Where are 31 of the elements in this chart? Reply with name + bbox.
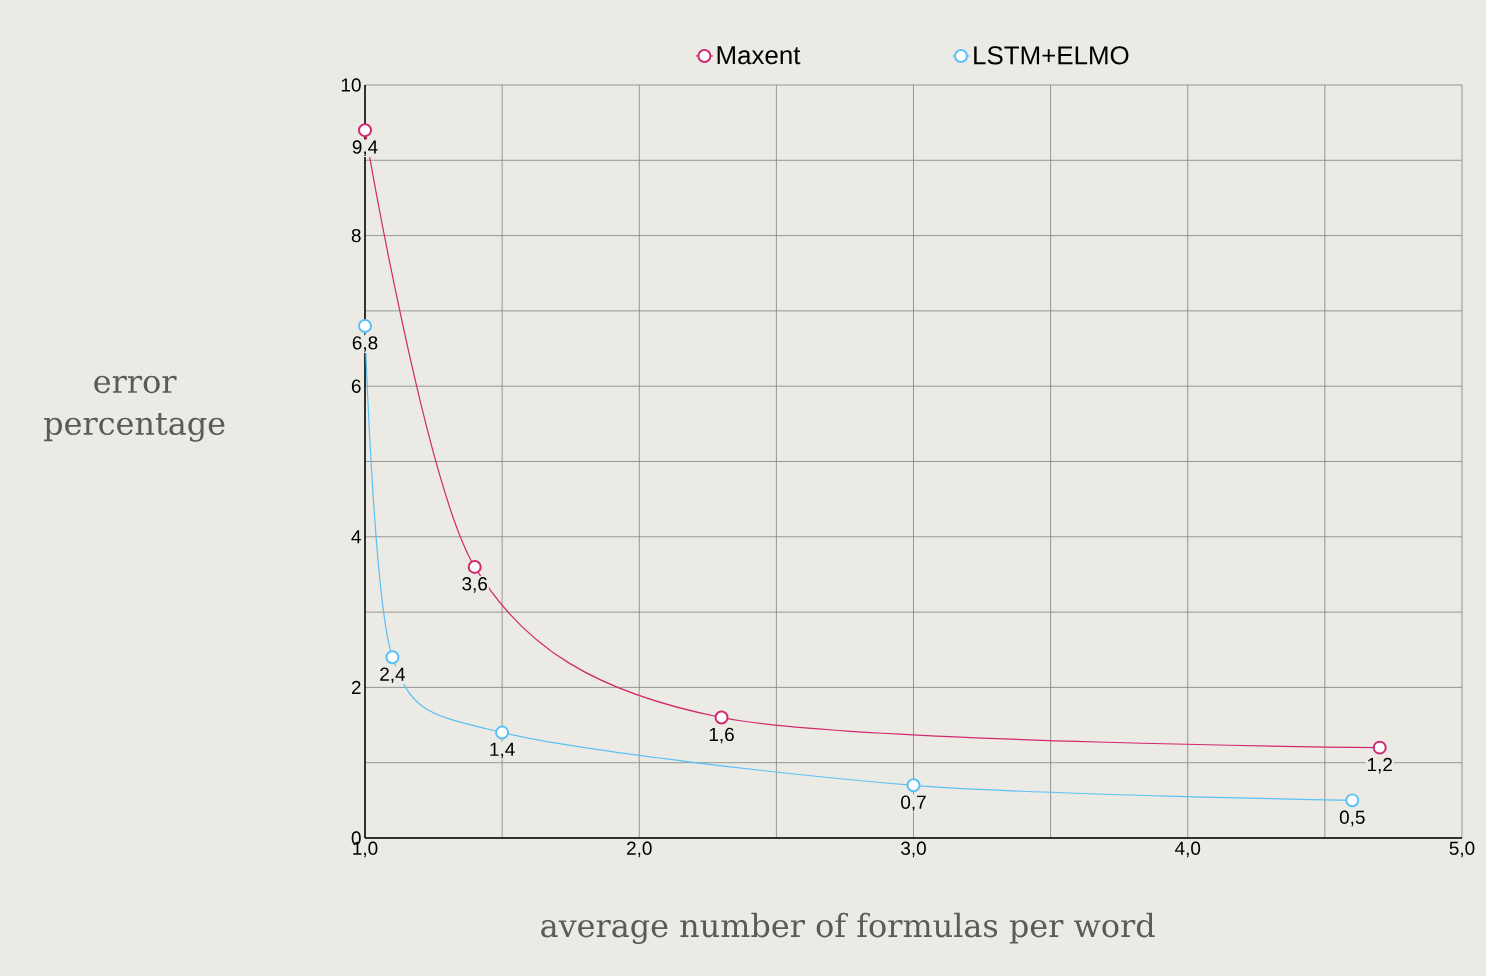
data-label: 1,2 [1368,757,1392,774]
legend-label: LSTM+ELMO [974,46,1129,65]
point [495,725,510,740]
y-tick-label: 4 [351,530,361,544]
point [358,318,372,333]
x-tick-label: 3,0 [901,841,926,858]
y-tick-label: 2 [351,680,361,694]
point [714,710,729,725]
y-tick-label: 10 [341,78,361,92]
data-label: 1,6 [709,727,734,744]
x-tick-label: 4,0 [1175,841,1201,858]
y-axis-title: error percentage [44,375,225,442]
point [358,123,372,138]
y-tick-label: 6 [351,379,361,393]
data-label: 1,4 [490,742,515,759]
data-label: 0,5 [1339,810,1365,827]
x-tick-label: 2,0 [627,841,652,858]
x-tick-label: 5,0 [1449,841,1475,858]
legend-label: Maxent [717,46,801,65]
data-label: 0,7 [901,795,926,812]
point [906,778,921,793]
data-label: 9,4 [352,140,378,156]
y-tick-label: 8 [351,228,361,243]
data-label: 3,6 [462,577,488,593]
point [385,650,400,665]
point [1345,793,1360,808]
point [1372,740,1387,755]
data-label: 6,8 [352,336,378,352]
data-label: 2,4 [380,667,406,684]
x-axis-title: average number of formulas per word [541,912,1155,944]
point [467,559,482,574]
